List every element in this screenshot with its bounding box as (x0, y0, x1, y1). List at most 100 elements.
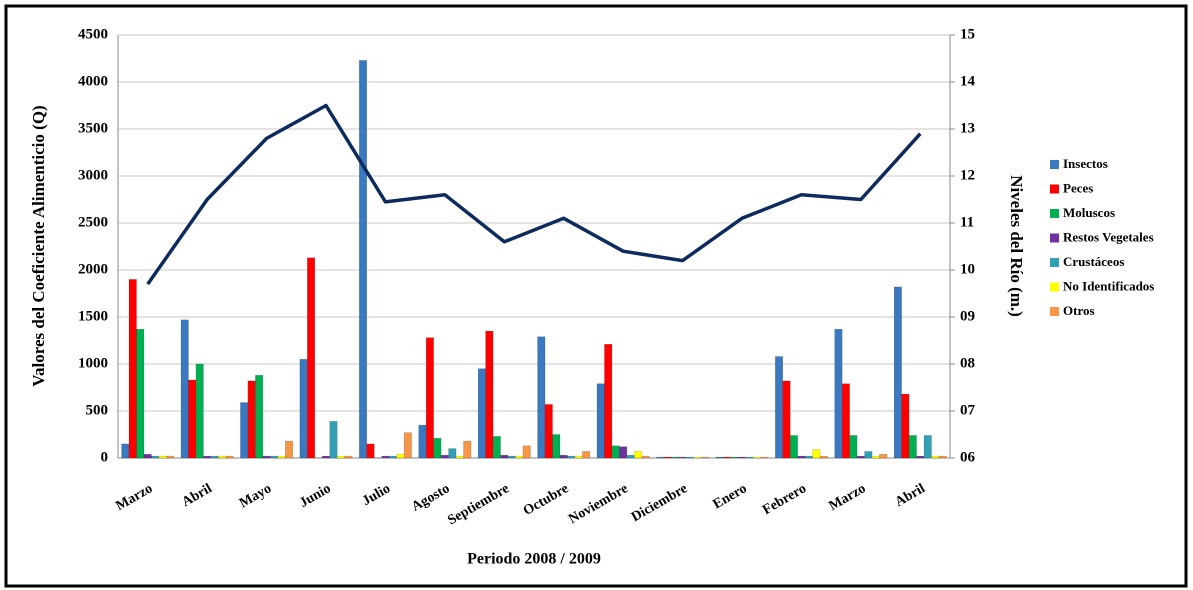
y-tick-label: 2500 (78, 214, 108, 230)
bar (723, 456, 732, 459)
x-tick-label: Agosto (409, 481, 452, 515)
x-tick-label: Febrero (760, 481, 809, 518)
y-tick-label: 3000 (78, 167, 108, 183)
bar (893, 286, 902, 459)
bar (463, 440, 472, 459)
bar (366, 443, 375, 459)
bar (359, 60, 368, 459)
bar (700, 456, 709, 459)
bar (641, 455, 650, 459)
bar (218, 455, 227, 459)
x-tick-label: Octubre (521, 481, 571, 519)
bar (522, 445, 531, 459)
bar (931, 455, 940, 459)
bar (871, 455, 880, 459)
legend-label: Otros (1063, 303, 1095, 318)
bar (686, 456, 695, 459)
legend-swatch (1050, 233, 1059, 243)
bar (440, 454, 449, 459)
bar (151, 455, 160, 459)
bar (322, 455, 330, 459)
bar (901, 393, 910, 459)
bar (128, 279, 137, 459)
y2-axis-title: Niveles del Río (m.) (1007, 175, 1026, 317)
bar (121, 443, 130, 459)
legend-label: No Identificados (1063, 278, 1154, 293)
legend-swatch (1050, 209, 1059, 218)
legend-label: Peces (1063, 180, 1093, 195)
y2-tick-label: 06 (960, 449, 976, 465)
bar (247, 380, 256, 459)
bar (797, 455, 806, 459)
bar (849, 435, 858, 459)
legend-label: Restos Vegetales (1063, 229, 1154, 244)
legend-swatch (1050, 184, 1059, 194)
bar (834, 328, 843, 459)
bar (255, 375, 264, 459)
bar (299, 359, 308, 459)
bar (433, 438, 442, 459)
bar (752, 456, 761, 459)
bar (203, 455, 212, 459)
bar (611, 445, 620, 459)
bar (448, 448, 457, 459)
bar (663, 456, 672, 459)
y2-tick-label: 10 (960, 261, 975, 277)
bar (760, 456, 769, 459)
x-tick-label: Diciembre (629, 481, 690, 525)
bar (396, 453, 405, 459)
bar (819, 455, 828, 459)
bar (879, 453, 888, 459)
x-axis-title: Periodo 2008 / 2009 (467, 551, 601, 568)
bar (678, 456, 687, 459)
bar (336, 455, 345, 459)
bar (344, 455, 353, 459)
x-tick-label: Julio (360, 481, 393, 509)
legend-swatch (1050, 282, 1059, 292)
bar (381, 455, 390, 459)
bar (418, 424, 427, 459)
bar (745, 456, 754, 459)
x-tick-label: Marzo (113, 481, 155, 514)
bar (225, 455, 234, 459)
y2-tick-label: 15 (960, 26, 975, 42)
bar (693, 456, 702, 459)
x-tick-label: Marzo (827, 481, 869, 514)
bar (671, 456, 680, 459)
y-tick-label: 4000 (78, 73, 108, 89)
bar (388, 455, 397, 459)
bar (537, 336, 546, 459)
y2-tick-label: 08 (960, 355, 975, 371)
y-tick-label: 0 (101, 449, 109, 465)
bar (544, 404, 553, 459)
bar (626, 454, 635, 459)
bar (507, 455, 516, 459)
legend-swatch (1050, 307, 1059, 316)
bar (582, 451, 591, 459)
bar (812, 449, 821, 459)
x-tick-label: Noviembre (566, 481, 631, 527)
bar (789, 435, 798, 459)
bar (277, 455, 286, 459)
y-tick-label: 2000 (78, 261, 108, 277)
bar (938, 455, 947, 459)
y-tick-label: 3500 (78, 120, 108, 136)
y2-tick-label: 12 (960, 167, 975, 183)
y2-tick-label: 07 (960, 402, 976, 418)
bar (864, 451, 873, 459)
bar (270, 455, 279, 459)
bar (567, 455, 576, 459)
bar (738, 456, 746, 459)
bar (559, 454, 568, 459)
bar (515, 455, 524, 459)
bar (552, 434, 561, 459)
bar (455, 455, 464, 459)
legend-label: Crustáceos (1063, 254, 1124, 269)
bar (329, 421, 338, 459)
bar (619, 446, 628, 459)
y2-tick-label: 09 (960, 308, 975, 324)
bar (856, 455, 865, 459)
bar (158, 455, 167, 459)
bar (166, 455, 175, 459)
